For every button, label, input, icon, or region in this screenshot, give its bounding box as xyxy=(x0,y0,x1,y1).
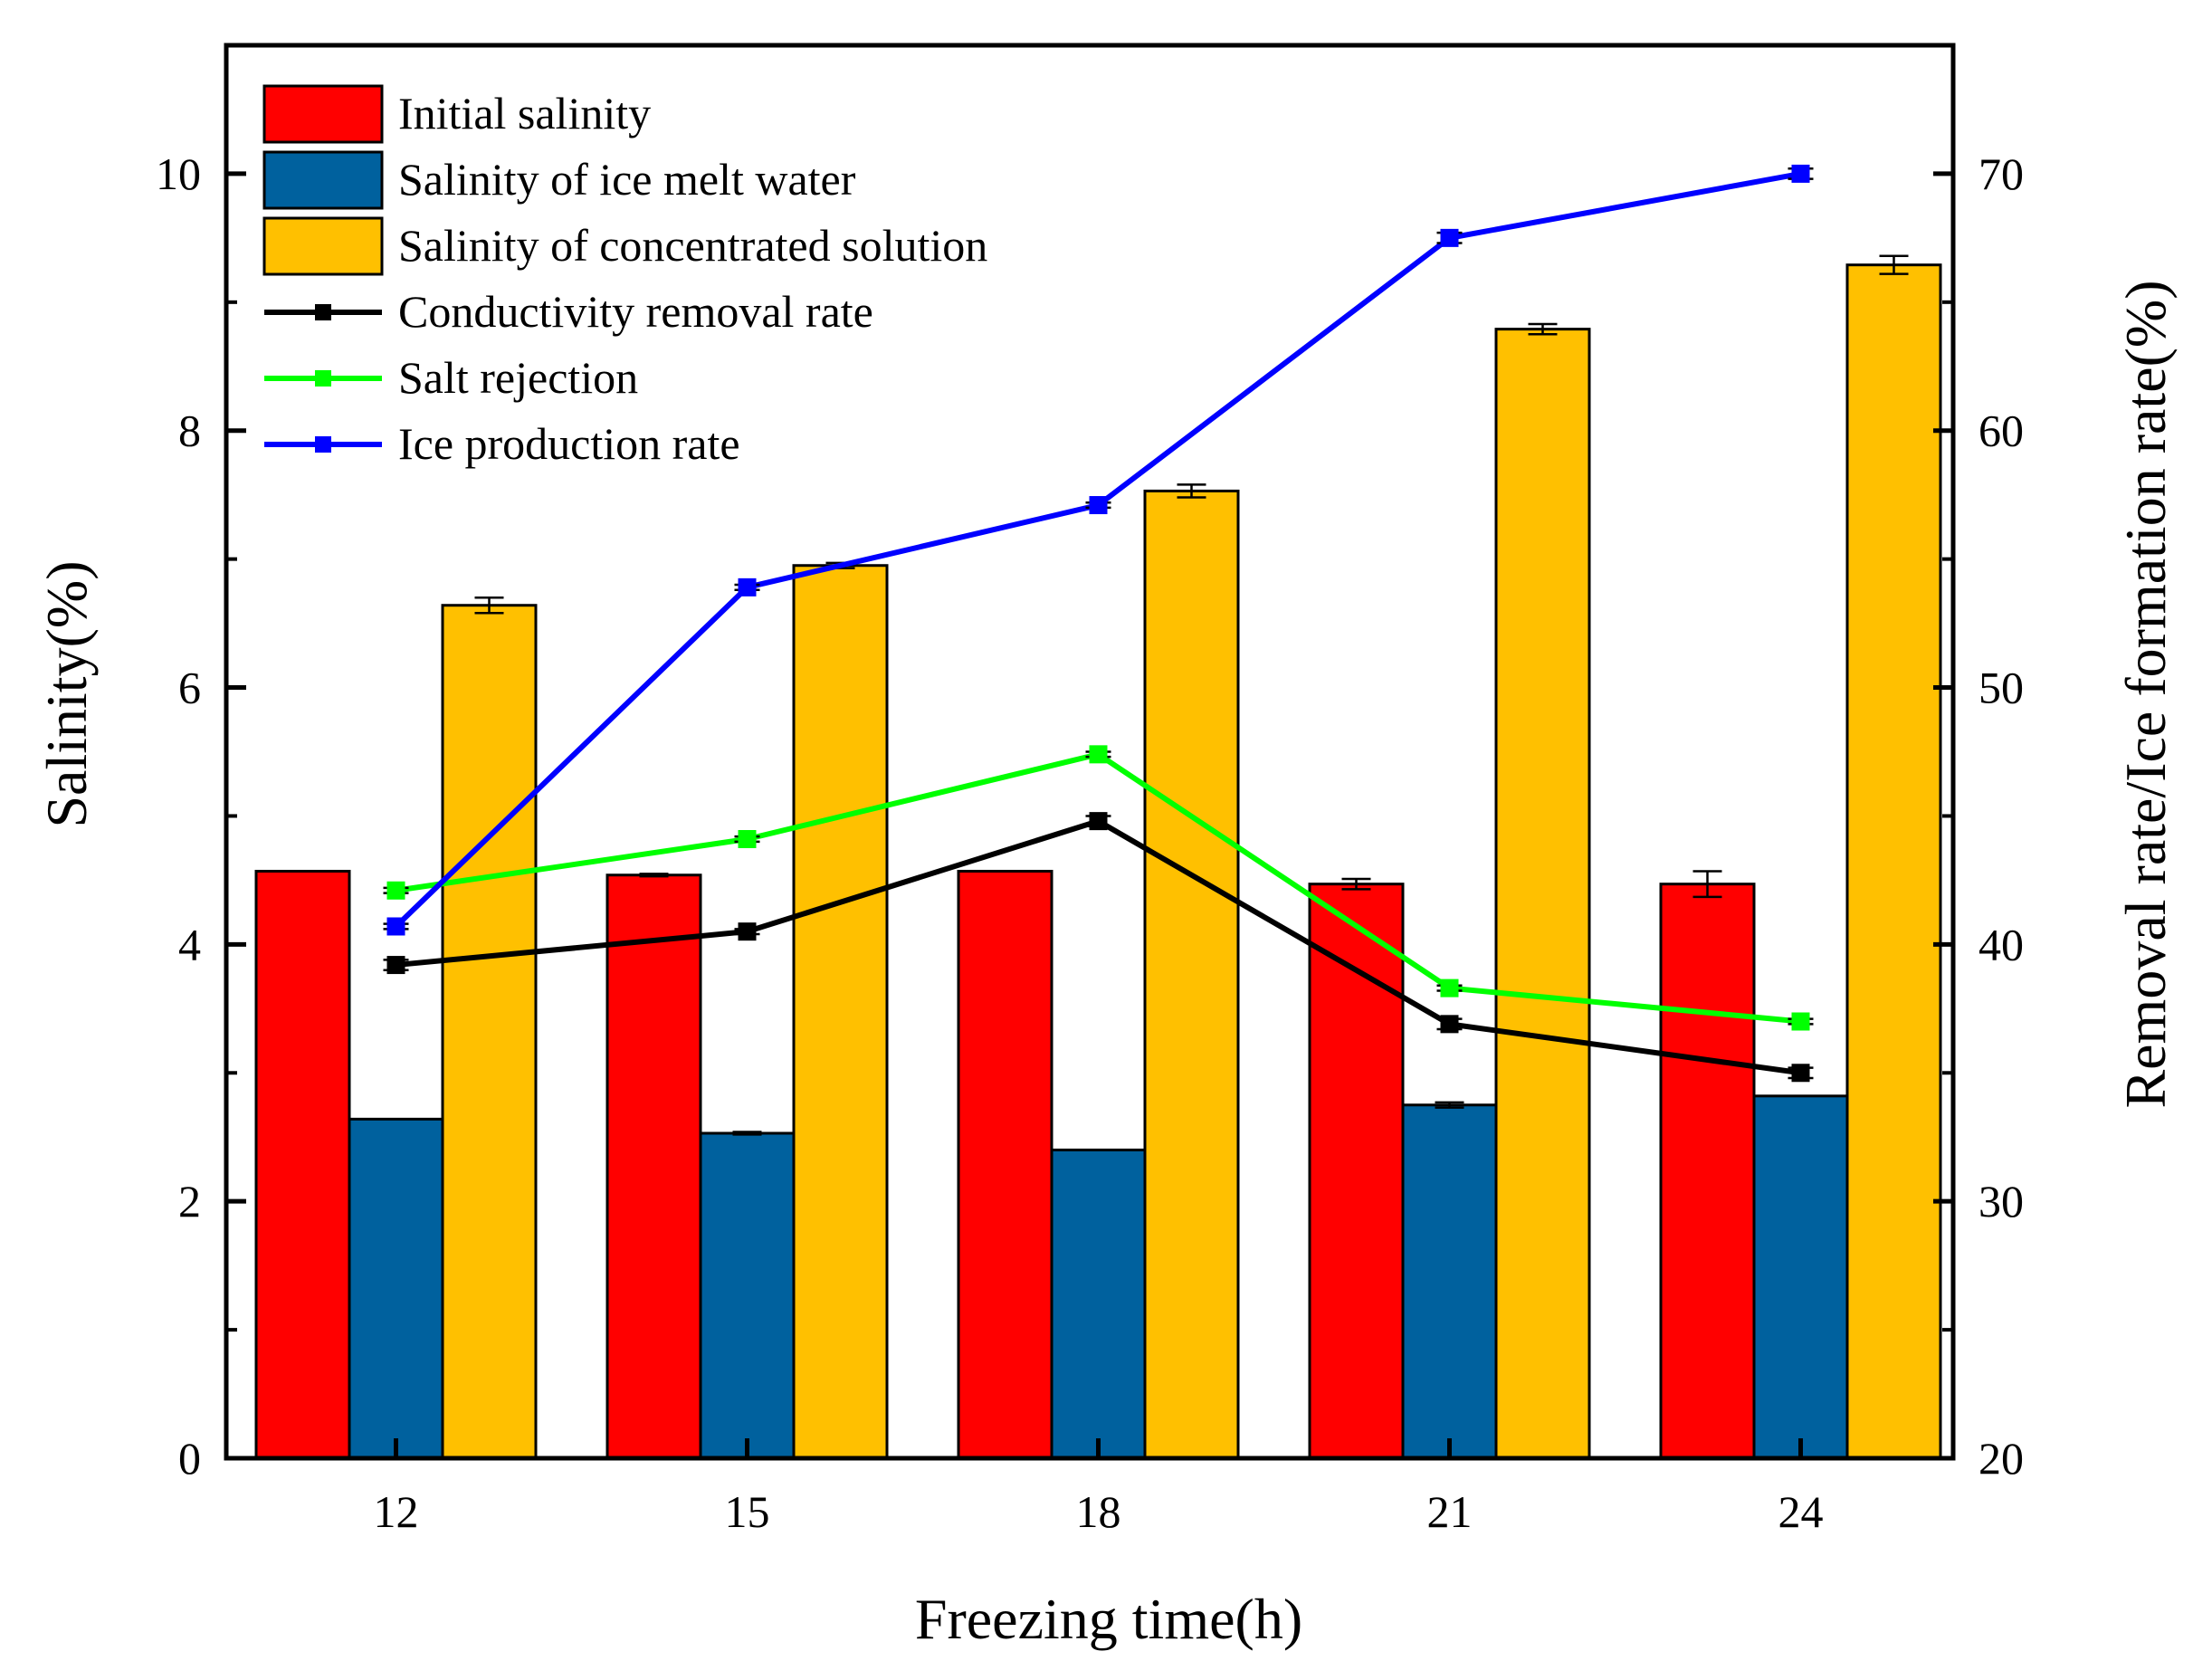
line-point-s1-c3 xyxy=(1440,978,1459,998)
y-axis-title: Salinity(%) xyxy=(34,560,99,827)
legend-label-line-2: Ice production rate xyxy=(398,418,740,469)
x-tick-label-3: 21 xyxy=(1427,1486,1473,1537)
line-point-s1-c0 xyxy=(386,881,405,900)
line-point-s2-c2 xyxy=(1089,496,1108,515)
legend-swatch-bar-0 xyxy=(262,84,384,144)
y-tick-label-1: 2 xyxy=(178,1176,201,1227)
y-tick-label-2: 4 xyxy=(178,919,201,969)
bar-s1-c3 xyxy=(1401,1103,1498,1460)
x-tick-label-2: 18 xyxy=(1076,1486,1121,1537)
legend-label-line-0: Conductivity removal rate xyxy=(398,286,873,337)
bar-s2-c4 xyxy=(1845,263,1942,1460)
bar-s0-c4 xyxy=(1659,883,1756,1460)
legend-label-bar-1: Salinity of ice melt water xyxy=(398,154,856,205)
y2-tick-label-2: 40 xyxy=(1978,919,2024,969)
y2-tick-label-0: 20 xyxy=(1978,1433,2024,1484)
line-point-s0-c3 xyxy=(1440,1015,1459,1034)
y2-tick-label-4: 60 xyxy=(1978,406,2024,456)
line-point-s1-c4 xyxy=(1791,1012,1810,1031)
legend-marker-line-1 xyxy=(315,370,331,387)
y2-tick-label-5: 70 xyxy=(1978,148,2024,199)
bar-s1-c1 xyxy=(699,1131,796,1460)
bars-layer xyxy=(254,254,1942,1460)
line-point-s1-c1 xyxy=(738,829,757,848)
x-tick-label-1: 15 xyxy=(725,1486,770,1537)
legend-swatch-bar-2 xyxy=(262,216,384,276)
legend-label-bar-2: Salinity of concentrated solution xyxy=(398,220,987,271)
bar-s1-c2 xyxy=(1050,1148,1147,1460)
bar-s1-c4 xyxy=(1752,1094,1849,1460)
line-point-s1-c2 xyxy=(1089,745,1108,764)
x-tick-label-0: 12 xyxy=(374,1486,419,1537)
y-tick-label-4: 8 xyxy=(178,406,201,456)
line-point-s2-c0 xyxy=(386,917,405,936)
y2-axis-title: Removal rate/Ice formation rate(%) xyxy=(2113,280,2178,1108)
bar-s1-c0 xyxy=(348,1117,444,1460)
line-point-s0-c4 xyxy=(1791,1064,1810,1083)
plot-frame xyxy=(224,43,1956,1461)
y-tick-label-3: 6 xyxy=(178,663,201,713)
x-axis-title: Freezing time(h) xyxy=(915,1587,1302,1651)
x-tick-label-4: 24 xyxy=(1778,1486,1824,1537)
bar-s2-c0 xyxy=(441,604,538,1460)
y-tick-label-5: 10 xyxy=(156,148,201,199)
bar-s0-c2 xyxy=(957,869,1054,1460)
y2-tick-label-3: 50 xyxy=(1978,663,2024,713)
legend-label-bar-0: Initial salinity xyxy=(398,88,651,138)
legend-label-line-1: Salt rejection xyxy=(398,352,638,403)
legend-marker-line-2 xyxy=(315,436,331,453)
legend: Initial salinity Salinity of ice melt wat… xyxy=(262,84,987,469)
line-point-s2-c4 xyxy=(1791,164,1810,183)
line-point-s0-c2 xyxy=(1089,812,1108,831)
legend-swatch-bar-1 xyxy=(262,150,384,210)
line-point-s2-c1 xyxy=(738,578,757,597)
bar-s0-c1 xyxy=(605,873,702,1460)
bar-s0-c0 xyxy=(254,869,351,1460)
line-point-s2-c3 xyxy=(1440,228,1459,247)
line-point-s0-c1 xyxy=(738,922,757,941)
bar-s2-c2 xyxy=(1143,489,1240,1460)
legend-marker-line-0 xyxy=(315,304,331,320)
y2-tick-label-1: 30 xyxy=(1978,1176,2024,1227)
bar-s2-c1 xyxy=(792,564,889,1460)
bar-s2-c3 xyxy=(1494,328,1591,1460)
line-point-s0-c0 xyxy=(386,956,405,975)
lines-layer xyxy=(383,164,1814,1083)
y-tick-label-0: 0 xyxy=(178,1433,201,1484)
